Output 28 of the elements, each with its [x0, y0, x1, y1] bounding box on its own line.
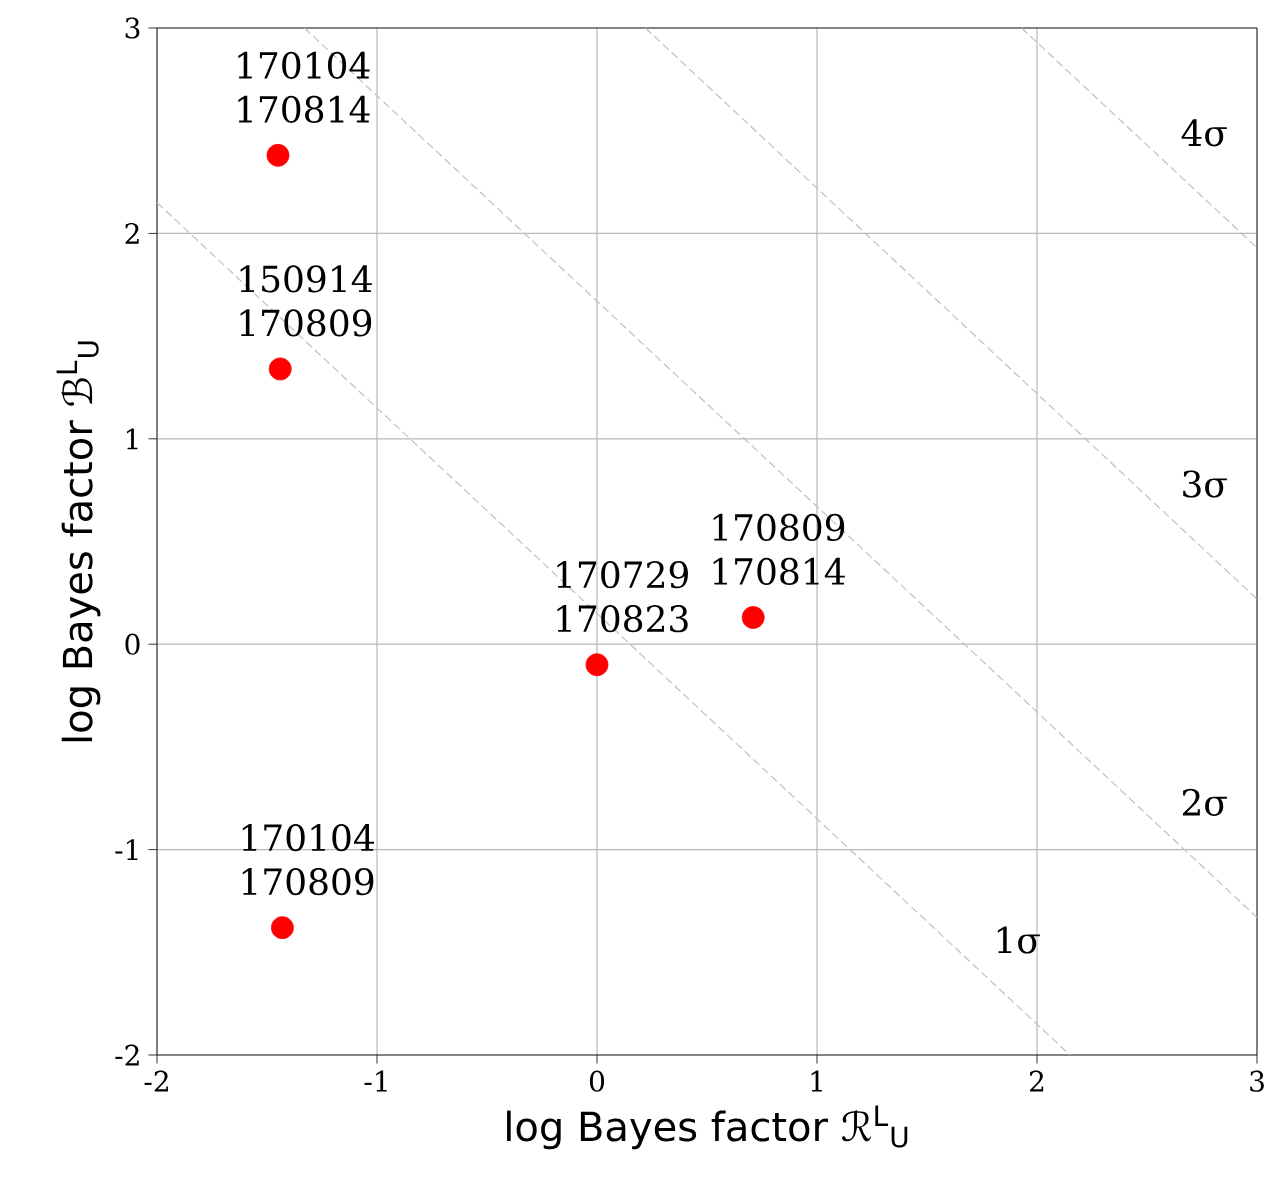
series-label: 2σ [1182, 788, 1227, 816]
series-label: 4σ [1181, 119, 1227, 147]
y-tick-label: 0 [125, 633, 140, 655]
x-tick-label: 2 [1030, 1070, 1044, 1092]
point [266, 143, 290, 167]
y-tick-label: 1 [127, 428, 138, 450]
point [585, 653, 609, 677]
x-tick-label: -1 [364, 1070, 387, 1092]
annotation: 170104 170809 [242, 824, 374, 896]
x-axis-title: log Bayes factor ℛ$^{L}$U [507, 1105, 908, 1150]
series-label: 1σ [997, 926, 1040, 954]
y-tick-label: -1 [115, 839, 138, 860]
y-tick-label: 3 [125, 17, 140, 39]
annotation: 170104 170814 [238, 51, 370, 123]
y-tick-label: -2 [115, 1044, 139, 1066]
annotation: 170729 170823 [557, 561, 688, 633]
y-tick-label: 2 [125, 222, 139, 244]
x-tick-label: 0 [589, 1070, 605, 1092]
annotation: 170809 170814 [713, 513, 845, 586]
point [268, 357, 292, 381]
x-tick-label: 1 [811, 1070, 822, 1092]
annotation: 150914 170809 [240, 265, 372, 337]
series-label: 3σ [1183, 470, 1227, 498]
x-tick-label: 3 [1250, 1070, 1264, 1092]
point [741, 606, 765, 629]
point [271, 916, 294, 940]
y-axis-title: log Bayes factor ℬ$^{L}$U [56, 341, 101, 742]
x-tick-label: -2 [144, 1070, 168, 1092]
